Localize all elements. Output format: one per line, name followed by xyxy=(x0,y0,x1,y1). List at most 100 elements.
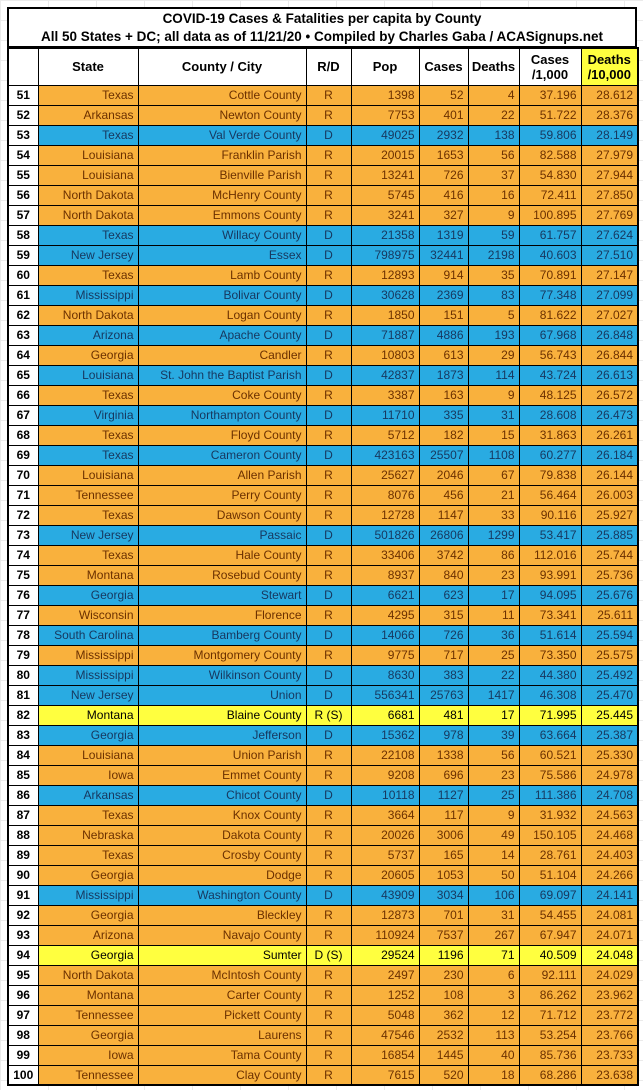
cell-state[interactable]: Arkansas xyxy=(37,784,139,806)
cell-deaths-per-10000[interactable]: 24.071 xyxy=(580,924,639,946)
cell-party[interactable]: R (S) xyxy=(305,704,352,726)
cell-deaths[interactable]: 31 xyxy=(467,404,520,426)
cell-cases[interactable]: 623 xyxy=(418,584,469,606)
cell-deaths-per-10000[interactable]: 24.266 xyxy=(580,864,639,886)
cell-deaths[interactable]: 50 xyxy=(467,864,520,886)
cell-cases-per-1000[interactable]: 69.097 xyxy=(518,884,582,906)
cell-deaths[interactable]: 12 xyxy=(467,1004,520,1026)
cell-rank[interactable]: 91 xyxy=(7,884,39,906)
cell-deaths-per-10000[interactable]: 25.445 xyxy=(580,704,639,726)
cell-cases[interactable]: 1873 xyxy=(418,364,469,386)
cell-county-city[interactable]: Perry County xyxy=(137,484,307,506)
cell-state[interactable]: Tennessee xyxy=(37,1064,139,1086)
cell-cases[interactable]: 7537 xyxy=(418,924,469,946)
cell-county-city[interactable]: Pickett County xyxy=(137,1004,307,1026)
cell-cases[interactable]: 416 xyxy=(418,184,469,206)
cell-deaths[interactable]: 36 xyxy=(467,624,520,646)
cell-pop[interactable]: 25627 xyxy=(350,464,420,486)
cell-cases-per-1000[interactable]: 46.308 xyxy=(518,684,582,706)
cell-party[interactable]: R xyxy=(305,164,352,186)
cell-deaths-per-10000[interactable]: 24.708 xyxy=(580,784,639,806)
cell-rank[interactable]: 86 xyxy=(7,784,39,806)
cell-party[interactable]: D xyxy=(305,884,352,906)
cell-rank[interactable]: 62 xyxy=(7,304,39,326)
cell-party[interactable]: R xyxy=(305,1044,352,1066)
cell-pop[interactable]: 9208 xyxy=(350,764,420,786)
cell-cases-per-1000[interactable]: 53.417 xyxy=(518,524,582,546)
cell-party[interactable]: R xyxy=(305,484,352,506)
cell-deaths[interactable]: 39 xyxy=(467,724,520,746)
cell-deaths-per-10000[interactable]: 28.612 xyxy=(580,84,639,106)
cell-deaths-per-10000[interactable]: 27.850 xyxy=(580,184,639,206)
cell-rank[interactable]: 53 xyxy=(7,124,39,146)
cell-pop[interactable]: 5737 xyxy=(350,844,420,866)
cell-pop[interactable]: 4295 xyxy=(350,604,420,626)
cell-deaths[interactable]: 113 xyxy=(467,1024,520,1046)
cell-pop[interactable]: 20015 xyxy=(350,144,420,166)
cell-deaths-per-10000[interactable]: 26.261 xyxy=(580,424,639,446)
header-county-city[interactable]: County / City xyxy=(137,47,307,86)
cell-county-city[interactable]: Crosby County xyxy=(137,844,307,866)
header-deaths-per-10000[interactable]: Deaths /10,000 xyxy=(580,47,639,86)
cell-deaths-per-10000[interactable]: 24.048 xyxy=(580,944,639,966)
cell-deaths[interactable]: 14 xyxy=(467,844,520,866)
cell-state[interactable]: Iowa xyxy=(37,1044,139,1066)
cell-cases[interactable]: 2932 xyxy=(418,124,469,146)
cell-cases[interactable]: 1445 xyxy=(418,1044,469,1066)
cell-cases[interactable]: 1653 xyxy=(418,144,469,166)
cell-rank[interactable]: 80 xyxy=(7,664,39,686)
cell-pop[interactable]: 22108 xyxy=(350,744,420,766)
cell-pop[interactable]: 501826 xyxy=(350,524,420,546)
cell-party[interactable]: R xyxy=(305,144,352,166)
cell-pop[interactable]: 14066 xyxy=(350,624,420,646)
cell-rank[interactable]: 75 xyxy=(7,564,39,586)
cell-party[interactable]: D xyxy=(305,664,352,686)
cell-cases[interactable]: 25763 xyxy=(418,684,469,706)
cell-rank[interactable]: 77 xyxy=(7,604,39,626)
cell-pop[interactable]: 33406 xyxy=(350,544,420,566)
cell-cases[interactable]: 335 xyxy=(418,404,469,426)
cell-deaths[interactable]: 33 xyxy=(467,504,520,526)
cell-cases-per-1000[interactable]: 61.757 xyxy=(518,224,582,246)
cell-cases-per-1000[interactable]: 59.806 xyxy=(518,124,582,146)
cell-state[interactable]: Georgia xyxy=(37,864,139,886)
cell-party[interactable]: R xyxy=(305,824,352,846)
cell-cases-per-1000[interactable]: 51.722 xyxy=(518,104,582,126)
cell-deaths[interactable]: 15 xyxy=(467,424,520,446)
cell-county-city[interactable]: Bolivar County xyxy=(137,284,307,306)
cell-party[interactable]: R xyxy=(305,764,352,786)
cell-state[interactable]: Georgia xyxy=(37,1024,139,1046)
cell-county-city[interactable]: Bleckley xyxy=(137,904,307,926)
cell-rank[interactable]: 93 xyxy=(7,924,39,946)
cell-county-city[interactable]: St. John the Baptist Parish xyxy=(137,364,307,386)
cell-rank[interactable]: 83 xyxy=(7,724,39,746)
cell-county-city[interactable]: Union xyxy=(137,684,307,706)
cell-deaths[interactable]: 71 xyxy=(467,944,520,966)
cell-pop[interactable]: 798975 xyxy=(350,244,420,266)
cell-rank[interactable]: 67 xyxy=(7,404,39,426)
cell-deaths[interactable]: 86 xyxy=(467,544,520,566)
cell-deaths[interactable]: 11 xyxy=(467,604,520,626)
cell-rank[interactable]: 60 xyxy=(7,264,39,286)
cell-cases[interactable]: 1319 xyxy=(418,224,469,246)
cell-state[interactable]: Texas xyxy=(37,124,139,146)
cell-cases-per-1000[interactable]: 28.761 xyxy=(518,844,582,866)
cell-deaths[interactable]: 267 xyxy=(467,924,520,946)
cell-state[interactable]: Mississippi xyxy=(37,884,139,906)
cell-cases-per-1000[interactable]: 37.196 xyxy=(518,84,582,106)
cell-county-city[interactable]: Blaine County xyxy=(137,704,307,726)
cell-cases[interactable]: 481 xyxy=(418,704,469,726)
cell-cases-per-1000[interactable]: 56.464 xyxy=(518,484,582,506)
cell-cases-per-1000[interactable]: 31.863 xyxy=(518,424,582,446)
cell-cases[interactable]: 520 xyxy=(418,1064,469,1086)
cell-county-city[interactable]: Clay County xyxy=(137,1064,307,1086)
cell-cases[interactable]: 117 xyxy=(418,804,469,826)
cell-pop[interactable]: 5745 xyxy=(350,184,420,206)
cell-deaths-per-10000[interactable]: 23.733 xyxy=(580,1044,639,1066)
cell-county-city[interactable]: Stewart xyxy=(137,584,307,606)
cell-rank[interactable]: 63 xyxy=(7,324,39,346)
cell-county-city[interactable]: Candler xyxy=(137,344,307,366)
cell-state[interactable]: Texas xyxy=(37,804,139,826)
cell-party[interactable]: R xyxy=(305,984,352,1006)
cell-county-city[interactable]: Washington County xyxy=(137,884,307,906)
